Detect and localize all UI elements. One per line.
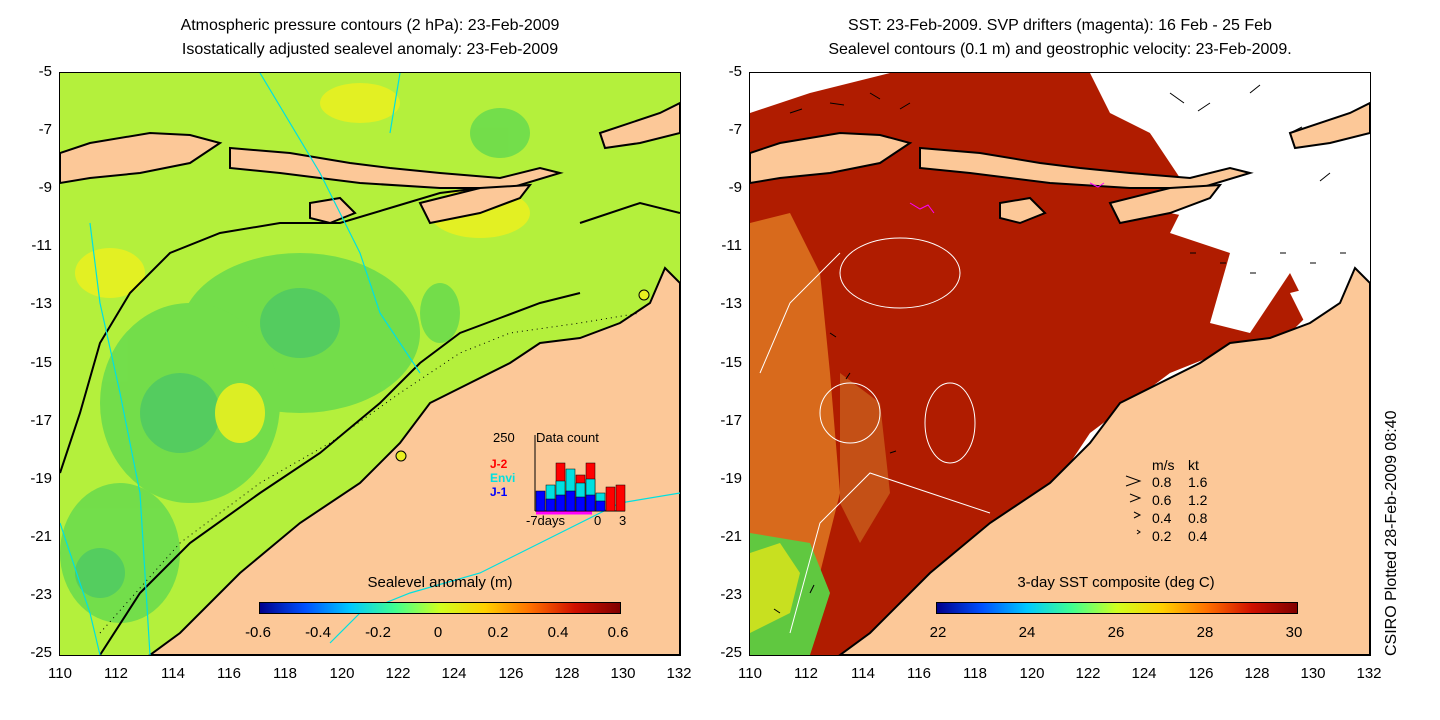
speed-legend-arrows [1125,475,1142,535]
land-masses [60,101,680,655]
data-count-inset: 250 Data count J-2 Envi J-1 -7day [480,425,640,540]
left-title-line1: Atmospheric pressure contours (2 hPa): 2… [180,17,560,34]
shelf-contours [60,187,680,655]
sla-map [59,72,681,656]
inset-x-left: -7days [526,513,566,528]
sst-map-canvas [750,73,1370,655]
sla-map-canvas [60,73,680,655]
right-colorbar [936,602,1298,614]
right-title-line2: Sealevel contours (0.1 m) and geostrophi… [828,41,1292,58]
left-colorbar [259,602,621,614]
sst-map [749,72,1371,656]
right-colorbar-title: 3-day SST composite (deg C) [1017,574,1215,591]
left-colorbar-title: Sealevel anomaly (m) [367,574,513,591]
inset-max-label: 250 [493,430,515,445]
inset-mission-envi: Envi [490,471,516,485]
inset-mission-j2: J-2 [490,457,508,471]
sealevel-contours [759,237,991,634]
left-title-line2: Isostatically adjusted sealevel anomaly:… [181,41,559,58]
inset-x-right: 3 [619,513,627,528]
right-title-line1: SST: 23-Feb-2009. SVP drifters (magenta)… [848,17,1272,34]
inset-bars [534,435,626,515]
plot-credit: CSIRO Plotted 28-Feb-2009 08:40 [1383,410,1400,656]
geostrophic-velocity-arrows [773,84,1346,614]
inset-mission-j1: J-1 [490,485,508,499]
inset-x-mid: 0 [594,513,602,528]
inset-title: Data count [536,430,599,445]
